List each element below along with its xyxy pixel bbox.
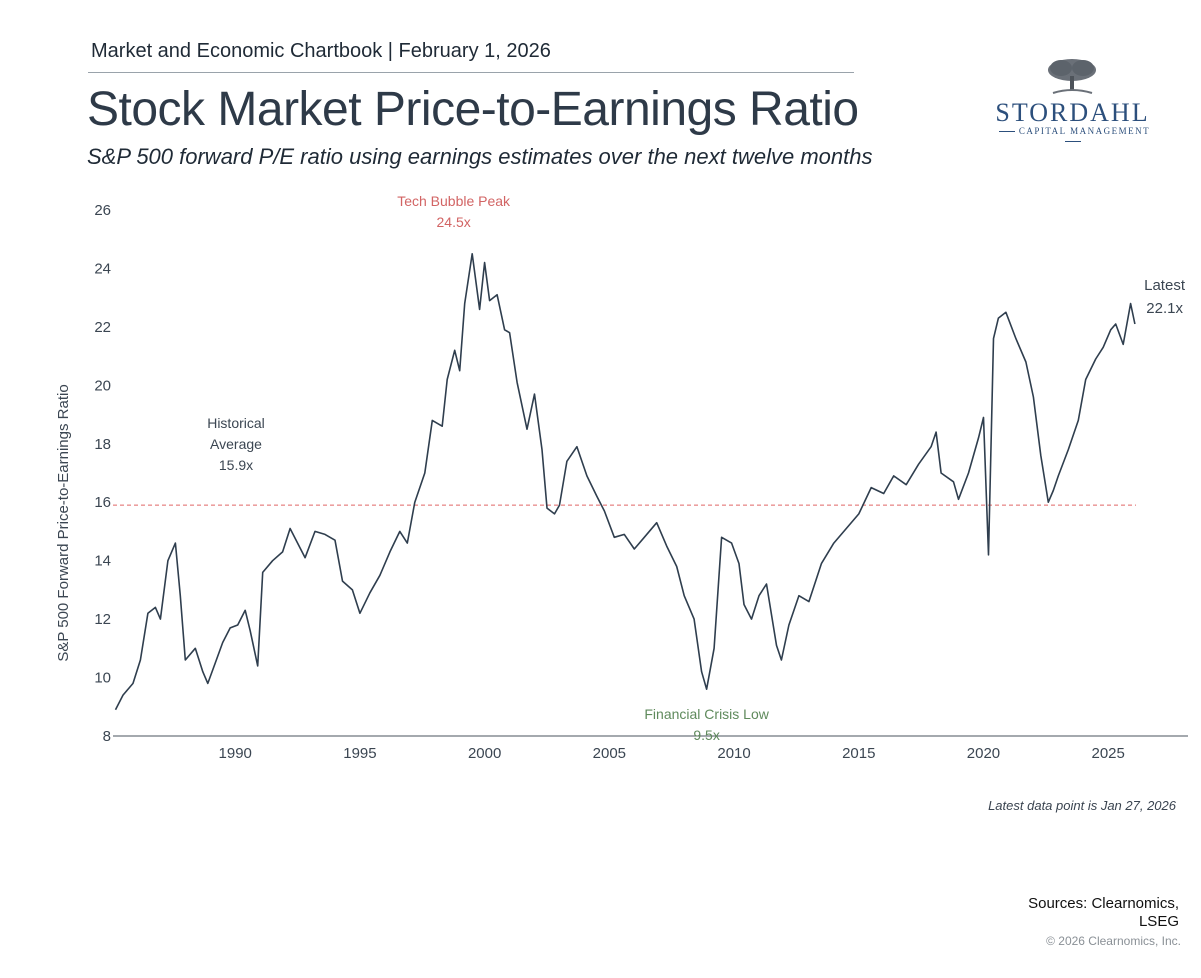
y-tick-label: 24 — [94, 260, 111, 277]
y-tick-label: 14 — [94, 553, 111, 570]
pe-ratio-chart: 8 10 12 14 16 18 20 22 24 26 1990 1995 2000 2005 2010 2… — [55, 193, 1188, 762]
chartbook-header: Market and Economic Chartbook | February… — [91, 40, 551, 62]
x-tick-label: 2015 — [842, 745, 875, 762]
copyright: © 2026 Clearnomics, Inc. — [1046, 934, 1181, 948]
page-title: Stock Market Price-to-Earnings Ratio — [87, 83, 859, 136]
x-tick-label: 2010 — [717, 745, 750, 762]
y-tick-label: 20 — [94, 377, 111, 394]
latest-value: 22.1x — [1146, 300, 1183, 317]
x-tick-label: 2000 — [468, 745, 501, 762]
logo-tagline: CAPITAL MANAGEMENT — [985, 126, 1160, 146]
logo-name: STORDAHL — [995, 98, 1150, 127]
y-tick-label: 22 — [94, 319, 111, 336]
historical-average-label-line-2: Average — [210, 436, 262, 452]
tech-bubble-peak-label: Tech Bubble Peak — [397, 193, 511, 209]
x-tick-label: 2025 — [1091, 745, 1124, 762]
sources: Sources: Clearnomics, LSEG — [999, 895, 1179, 931]
financial-crisis-low-value: 9.5x — [693, 727, 719, 743]
x-tick-label: 1990 — [219, 745, 252, 762]
y-tick-label: 8 — [103, 728, 111, 745]
page-subtitle: S&P 500 forward P/E ratio using earnings… — [87, 144, 873, 169]
y-tick-label: 12 — [94, 611, 111, 628]
x-tick-label: 2005 — [593, 745, 626, 762]
y-tick-label: 16 — [94, 494, 111, 511]
financial-crisis-low-label: Financial Crisis Low — [644, 706, 769, 722]
tech-bubble-peak-value: 24.5x — [437, 214, 471, 230]
sources-line-1: Sources: Clearnomics, — [1028, 895, 1179, 912]
historical-average-label-line-1: Historical — [207, 415, 265, 431]
latest-label: Latest — [1144, 277, 1186, 294]
pe-ratio-series-line — [114, 252, 1136, 711]
header-divider — [88, 72, 854, 73]
sources-line-2: LSEG — [1138, 913, 1179, 930]
x-tick-label: 2020 — [967, 745, 1000, 762]
y-tick-label: 26 — [94, 202, 111, 219]
y-axis-label: S&P 500 Forward Price-to-Earnings Ratio — [55, 384, 72, 661]
y-tick-label: 18 — [94, 436, 111, 453]
latest-data-note: Latest data point is Jan 27, 2026 — [988, 798, 1176, 813]
y-tick-label: 10 — [94, 670, 111, 687]
x-tick-label: 1995 — [343, 745, 376, 762]
company-logo: STORDAHL CAPITAL MANAGEMENT — [985, 56, 1160, 140]
historical-average-value: 15.9x — [219, 457, 253, 473]
tree-icon — [1048, 59, 1096, 94]
